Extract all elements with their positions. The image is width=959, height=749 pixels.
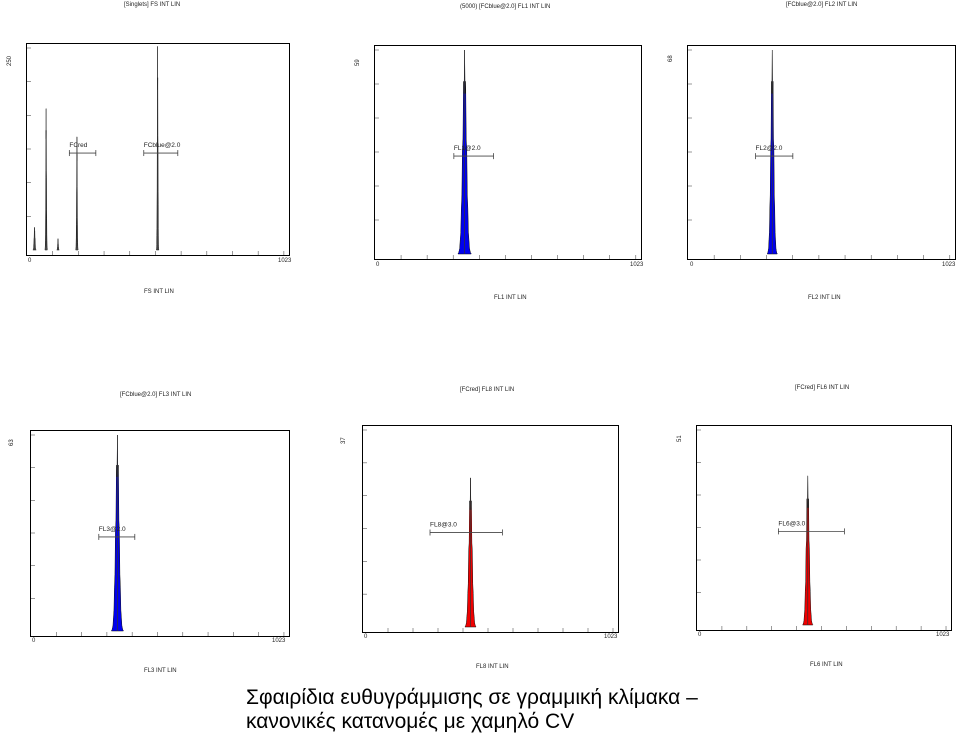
histogram-svg: FL8@3.0 xyxy=(363,429,614,632)
histogram-svg: FL3@2.0 xyxy=(31,434,285,636)
x-tick-max: 1023 xyxy=(278,258,292,264)
gate-label: FL8@3.0 xyxy=(430,521,457,528)
x-tick-max: 1023 xyxy=(942,262,956,268)
histogram-svg: FL6@3.0 xyxy=(697,429,947,630)
y-max-label: 68 xyxy=(668,55,674,62)
caption-line-2: κανονικές κατανομές με χαμηλό CV xyxy=(246,710,575,733)
caption-line-1: Σφαιρίδια ευθυγράμμισης σε γραμμική κλίμ… xyxy=(246,686,698,709)
plot-area: FL2@2.0 xyxy=(687,45,956,260)
histogram-svg: FL2@2.0 xyxy=(688,49,951,259)
x-tick-max: 1023 xyxy=(604,634,618,640)
plot-area: FL3@2.0 xyxy=(30,430,290,637)
gate-label: FCblue@2.0 xyxy=(144,142,181,149)
y-max-label: 59 xyxy=(355,59,361,66)
panel-title: (5000) [FCblue@2.0] FL1 INT LIN xyxy=(460,4,551,10)
gate-label: FL3@2.0 xyxy=(99,526,126,533)
gate-label: FL2@2.0 xyxy=(756,145,783,152)
x-tick-max: 1023 xyxy=(936,632,950,638)
figure-caption: Σφαιρίδια ευθυγράμμισης σε γραμμική κλίμ… xyxy=(246,686,698,734)
plot-area: FL8@3.0 xyxy=(362,425,619,633)
x-tick-min: 0 xyxy=(364,634,368,640)
x-tick-max: 1023 xyxy=(272,638,286,644)
plot-area: FL6@3.0 xyxy=(696,425,952,631)
x-axis-label: FL2 INT LIN xyxy=(808,295,841,301)
y-max-label: 51 xyxy=(677,435,683,442)
x-tick-min: 0 xyxy=(32,638,36,644)
y-max-label: 63 xyxy=(9,439,15,446)
panel-title: [FCred] FL6 INT LIN xyxy=(795,385,850,391)
plot-area: FCred FCblue@2.0 xyxy=(26,43,290,256)
panel-title: [Singlets] FS INT LIN xyxy=(124,2,181,8)
x-axis-label: FL8 INT LIN xyxy=(476,664,509,670)
x-axis-label: FS INT LIN xyxy=(144,289,174,295)
y-max-label: 250 xyxy=(7,55,13,66)
gate-label: FL6@3.0 xyxy=(778,520,805,527)
x-tick-min: 0 xyxy=(376,262,380,268)
panel-title: [FCblue@2.0] FL3 INT LIN xyxy=(120,392,192,398)
gate-label: FCred xyxy=(69,142,87,149)
plot-area: FL1@2.0 xyxy=(374,45,642,260)
panel-title: [FCblue@2.0] FL2 INT LIN xyxy=(786,2,858,8)
x-axis-label: FL6 INT LIN xyxy=(810,662,843,668)
x-tick-min: 0 xyxy=(698,632,702,638)
gate-label: FL1@2.0 xyxy=(454,145,481,152)
y-max-label: 37 xyxy=(341,437,347,444)
x-tick-max: 1023 xyxy=(630,262,644,268)
panel-title: [FCred] FL8 INT LIN xyxy=(460,387,515,393)
histogram-svg: FL1@2.0 xyxy=(375,49,637,259)
histogram-svg: FCred FCblue@2.0 xyxy=(27,46,285,255)
x-tick-min: 0 xyxy=(690,262,694,268)
x-axis-label: FL1 INT LIN xyxy=(494,295,527,301)
x-axis-label: FL3 INT LIN xyxy=(144,668,177,674)
x-tick-min: 0 xyxy=(28,258,32,264)
